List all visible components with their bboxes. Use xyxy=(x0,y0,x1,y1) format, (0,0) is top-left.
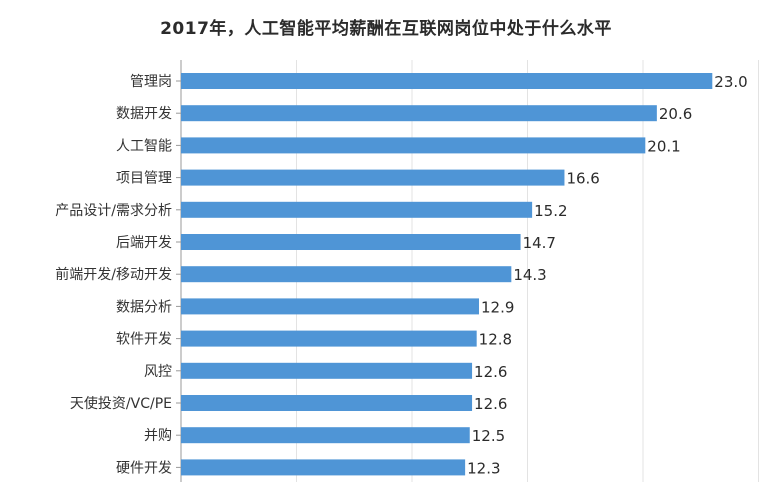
bar xyxy=(181,137,646,154)
category-label: 风控 xyxy=(144,364,172,380)
category-label: 并购 xyxy=(144,428,172,444)
value-label: 23.0 xyxy=(714,73,747,91)
value-label: 12.8 xyxy=(479,331,512,349)
value-label: 14.3 xyxy=(513,266,546,284)
value-label: 20.1 xyxy=(647,137,680,155)
value-label: 12.9 xyxy=(481,298,514,316)
bar xyxy=(181,362,473,379)
category-label: 后端开发 xyxy=(116,235,172,251)
bar xyxy=(181,234,521,250)
chart-title: 2017年，人工智能平均薪酬在互联网岗位中处于什么水平 xyxy=(160,19,612,39)
category-label: 前端开发/移动开发 xyxy=(55,266,172,283)
value-label: 12.6 xyxy=(474,363,507,381)
value-label: 12.6 xyxy=(474,395,507,413)
value-label: 20.6 xyxy=(659,105,692,123)
bar xyxy=(181,266,512,283)
category-label: 数据开发 xyxy=(116,106,172,122)
bar xyxy=(181,330,477,347)
category-label: 人工智能 xyxy=(116,138,172,154)
category-label: 天使投资/VC/PE xyxy=(70,395,172,412)
value-label: 15.2 xyxy=(534,202,567,220)
bar xyxy=(181,459,466,476)
bar xyxy=(181,105,657,122)
bar xyxy=(181,73,713,89)
category-label: 产品设计/需求分析 xyxy=(55,203,172,219)
category-label: 硬件开发 xyxy=(116,460,172,476)
value-label: 12.3 xyxy=(467,459,500,477)
bar xyxy=(181,395,473,411)
bar xyxy=(181,298,479,315)
value-label: 16.6 xyxy=(566,170,599,188)
category-label: 项目管理 xyxy=(116,171,172,187)
bar xyxy=(181,201,533,218)
value-label: 12.5 xyxy=(472,427,505,445)
category-label: 管理岗 xyxy=(130,74,172,90)
category-label: 数据分析 xyxy=(116,299,172,315)
category-label: 软件开发 xyxy=(116,332,172,348)
bar xyxy=(181,169,565,186)
value-label: 14.7 xyxy=(523,234,556,252)
bar xyxy=(181,427,470,444)
